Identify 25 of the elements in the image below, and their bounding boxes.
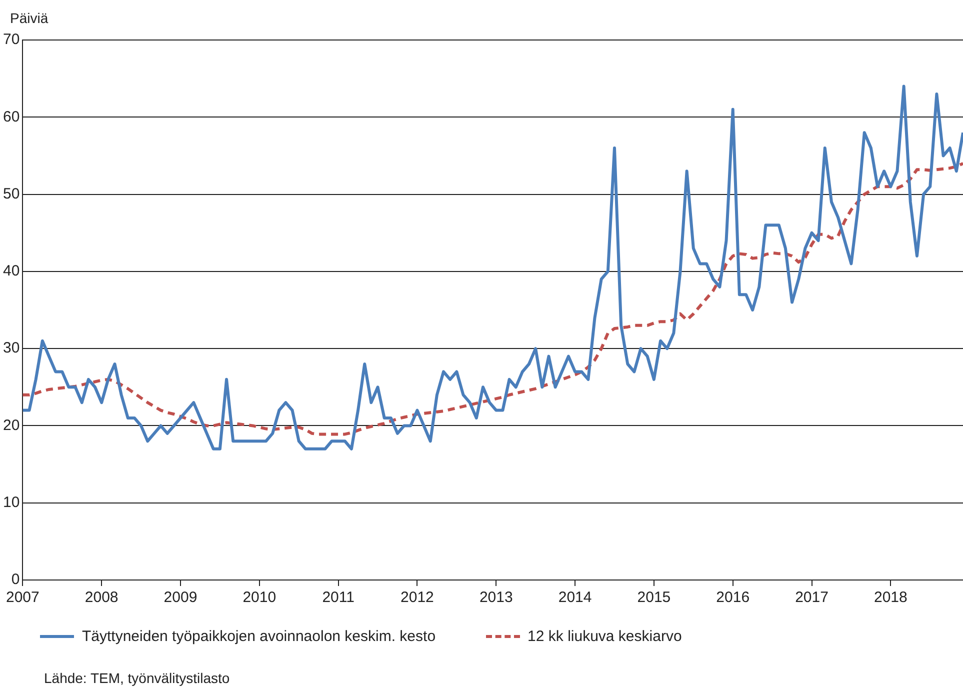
y-tick-label: 0 <box>11 571 20 588</box>
y-tick-label: 70 <box>2 31 20 48</box>
x-tick-label: 2013 <box>479 589 513 606</box>
x-tick-label: 2015 <box>637 589 671 606</box>
x-tick-label: 2018 <box>874 589 908 606</box>
x-tick-label: 2007 <box>6 589 40 606</box>
y-tick-label: 20 <box>2 416 20 434</box>
legend-label: 12 kk liukuva keskiarvo <box>528 628 682 645</box>
line-series <box>22 162 963 436</box>
x-tick-label: 2010 <box>242 589 276 606</box>
y-axis-title: Päiviä <box>10 10 48 26</box>
text: Lähde: TEM, työnvälitystilasto <box>44 670 230 686</box>
x-tick-label: 2016 <box>716 589 750 606</box>
x-tick-label: 2017 <box>795 589 828 606</box>
y-tick-label: 50 <box>2 185 20 202</box>
x-tick-label: 2011 <box>322 589 354 606</box>
y-tick-label: 10 <box>2 494 20 511</box>
x-tick-label: 2008 <box>84 589 118 606</box>
y-tick-label: 30 <box>2 340 20 357</box>
legend-label: Täyttyneiden työpaikkojen avoinnaolon keskim. kesto <box>82 628 436 645</box>
x-tick-label: 2012 <box>400 589 434 606</box>
x-tick-label: 2014 <box>558 589 592 606</box>
y-tick-label: 40 <box>2 262 20 280</box>
x-tick-label: 2009 <box>164 589 198 606</box>
y-tick-label: 60 <box>2 108 20 126</box>
